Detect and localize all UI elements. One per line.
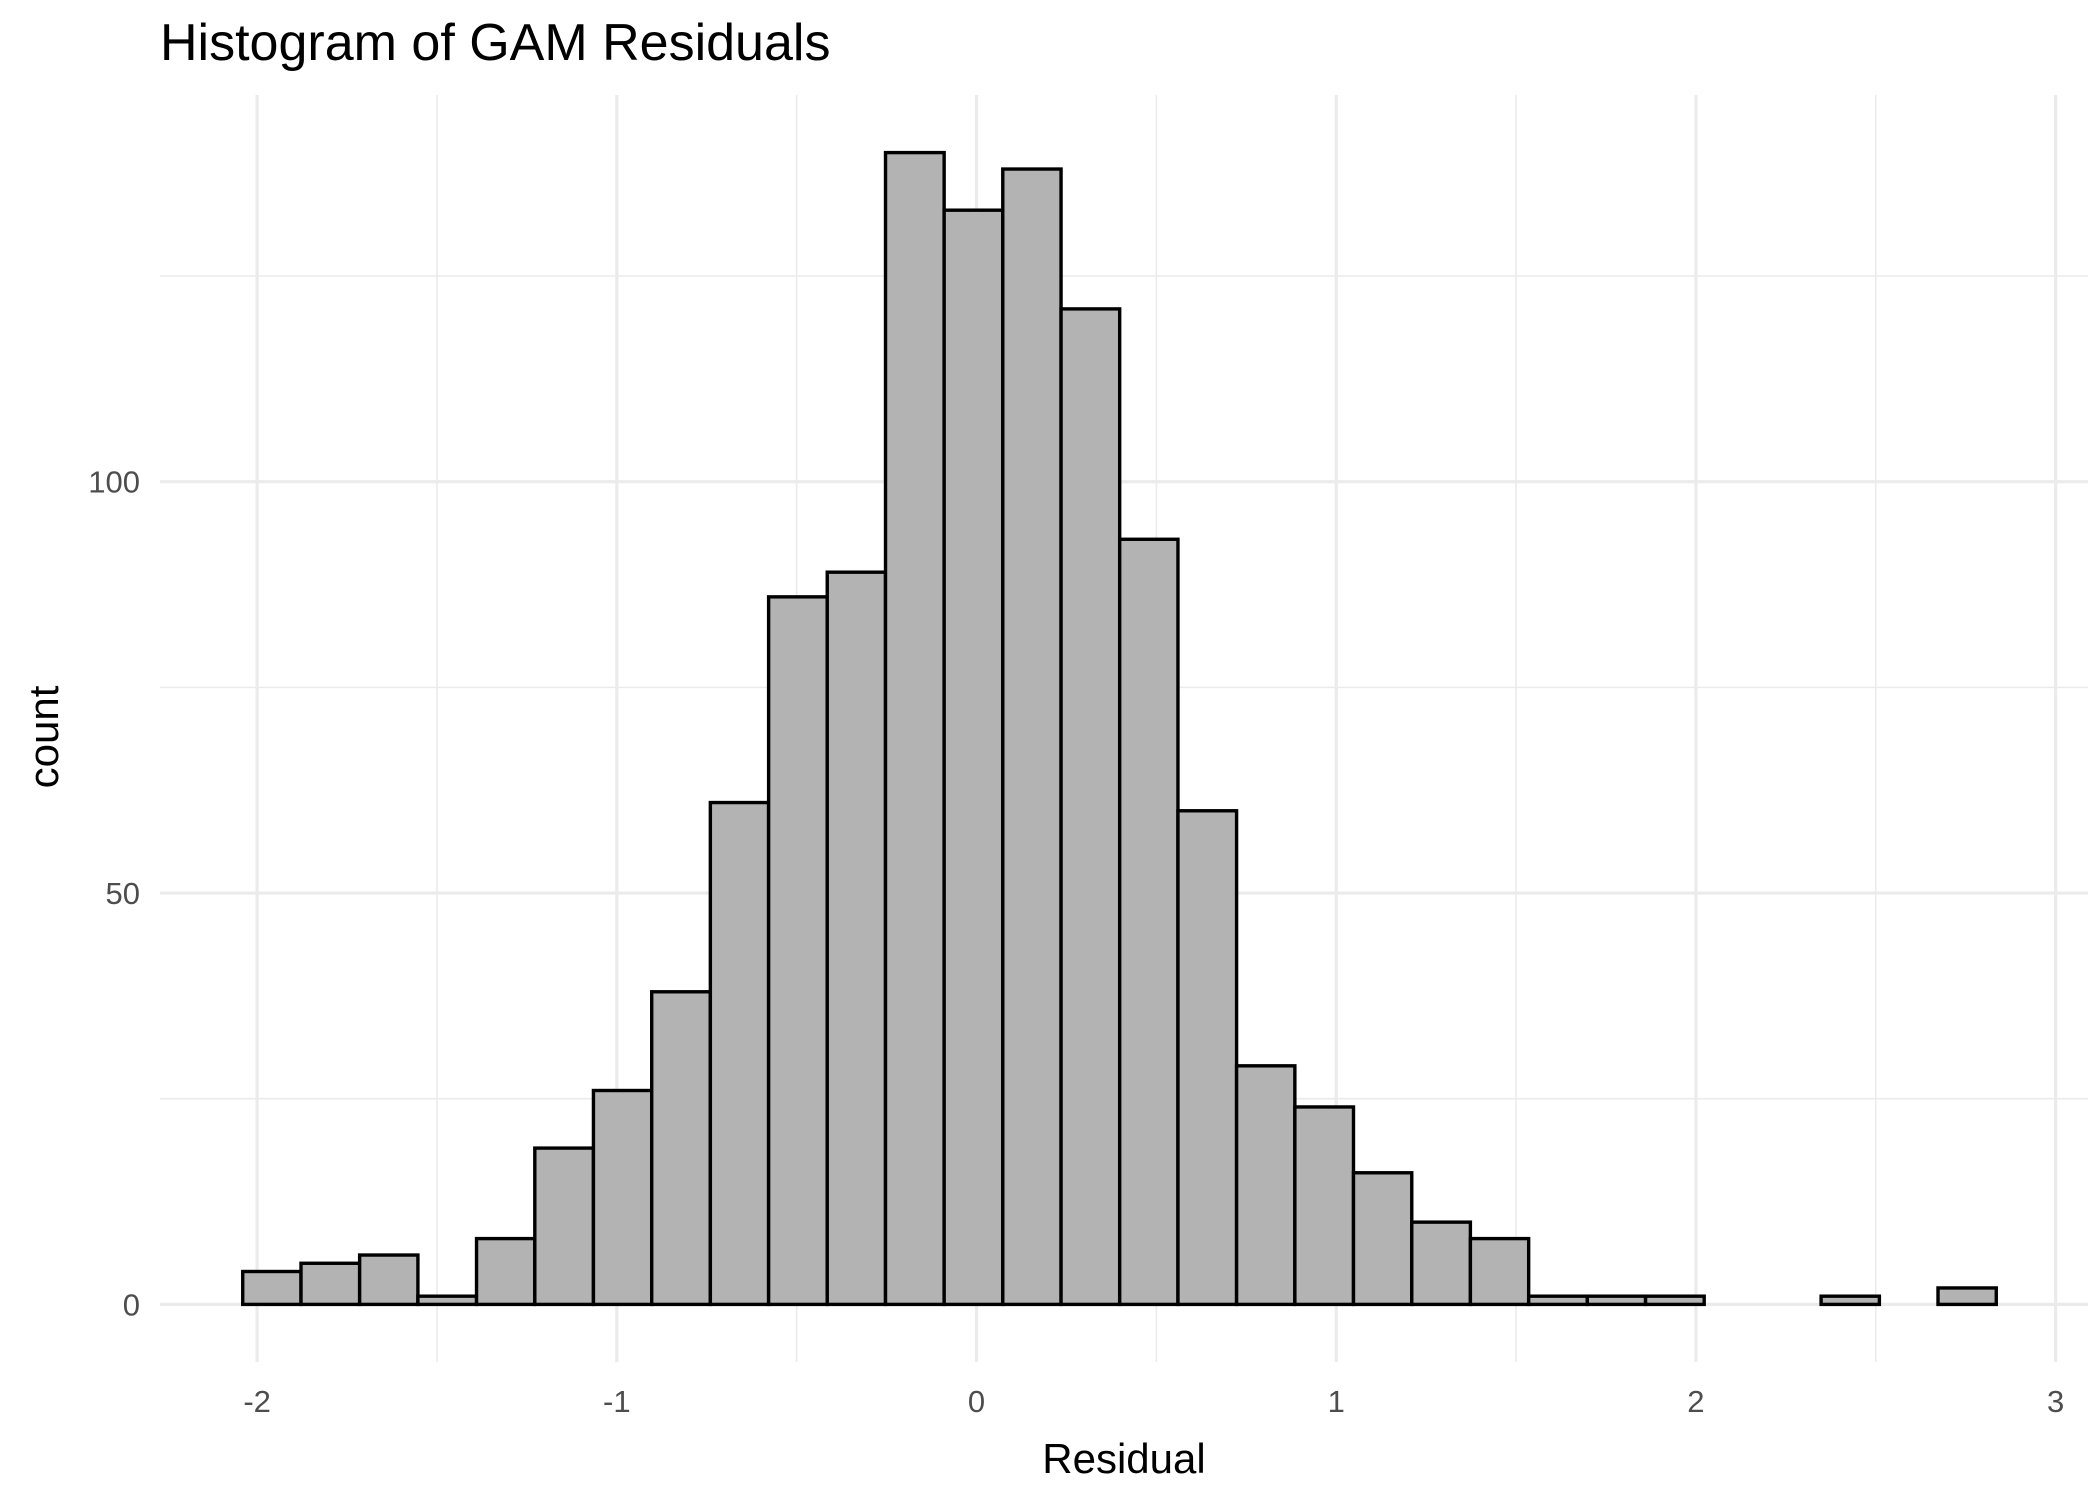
chart-title: Histogram of GAM Residuals xyxy=(160,14,830,72)
y-axis-tick-labels: 0 50 100 xyxy=(88,465,140,1323)
histogram-bar xyxy=(766,595,829,1307)
histogram-bar xyxy=(1468,1236,1531,1307)
histogram-bar xyxy=(1001,167,1063,1307)
x-axis-title: Residual xyxy=(1042,1435,1205,1482)
histogram-bar xyxy=(1176,809,1239,1307)
histogram-bar xyxy=(883,150,946,1307)
x-tick-label: -1 xyxy=(603,1384,631,1419)
x-tick-label: 3 xyxy=(2047,1384,2064,1419)
histogram-bar xyxy=(474,1236,537,1307)
histogram-bars xyxy=(241,150,1998,1307)
histogram-bar xyxy=(1059,307,1122,1307)
y-axis-title: count xyxy=(20,685,67,788)
histogram-bar xyxy=(241,1269,303,1307)
histogram-bar xyxy=(357,1253,420,1307)
histogram-bar xyxy=(1936,1286,1998,1307)
histogram-bar xyxy=(650,990,713,1307)
histogram-bar xyxy=(299,1261,362,1307)
histogram-bar xyxy=(1234,1064,1297,1307)
x-axis-tick-labels: -2 -1 0 1 2 3 xyxy=(243,1384,2064,1419)
histogram-bar xyxy=(1526,1294,1589,1307)
histogram-bar xyxy=(1585,1294,1648,1307)
x-tick-label: 0 xyxy=(968,1384,985,1419)
y-tick-label: 50 xyxy=(106,876,140,911)
histogram-bar xyxy=(1293,1105,1356,1307)
histogram-bar xyxy=(1117,537,1180,1307)
y-tick-label: 0 xyxy=(123,1287,140,1322)
x-tick-label: -2 xyxy=(243,1384,271,1419)
histogram-bar xyxy=(1643,1294,1706,1307)
histogram-bar xyxy=(942,208,1005,1307)
x-tick-label: 2 xyxy=(1687,1384,1704,1419)
histogram-bar xyxy=(1819,1294,1882,1307)
histogram-bar xyxy=(416,1294,479,1307)
histogram-bar xyxy=(708,800,771,1307)
x-tick-label: 1 xyxy=(1328,1384,1345,1419)
histogram-bar xyxy=(1351,1171,1414,1307)
histogram-bar xyxy=(591,1088,654,1307)
histogram-bar xyxy=(533,1146,596,1307)
y-tick-label: 100 xyxy=(88,465,140,500)
histogram-bar xyxy=(825,570,888,1307)
histogram-bar xyxy=(1410,1220,1473,1307)
